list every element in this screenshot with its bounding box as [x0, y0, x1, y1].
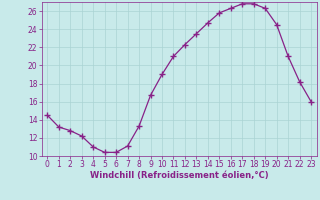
X-axis label: Windchill (Refroidissement éolien,°C): Windchill (Refroidissement éolien,°C) [90, 171, 268, 180]
